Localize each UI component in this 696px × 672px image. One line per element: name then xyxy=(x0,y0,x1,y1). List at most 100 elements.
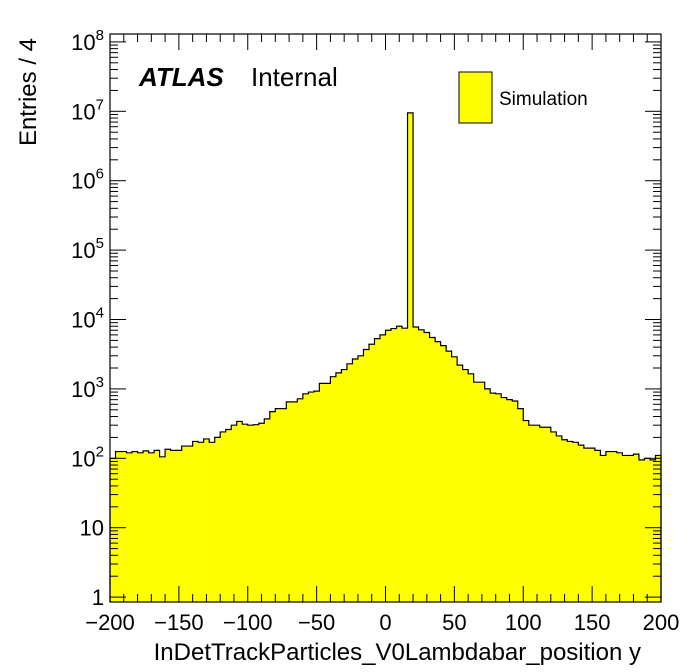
histogram-bin xyxy=(297,398,304,602)
x-tick-label: 150 xyxy=(574,610,611,635)
histogram-bin xyxy=(368,344,375,602)
histogram-bin xyxy=(346,363,353,602)
histogram-bin xyxy=(556,435,563,602)
histogram-bin xyxy=(286,401,293,602)
histogram-bin xyxy=(341,369,348,602)
histogram-bin xyxy=(605,451,612,602)
x-tick-labels: −200 −150 −100 −50 0 50 100 150 200 xyxy=(85,610,679,635)
histogram-bin xyxy=(583,448,590,602)
histogram-bin xyxy=(231,425,238,602)
histogram-bin xyxy=(627,455,634,602)
x-tick-label: −50 xyxy=(298,610,335,635)
histogram-bin xyxy=(220,431,227,602)
histogram-bin xyxy=(143,450,149,602)
histogram-bin xyxy=(451,356,458,602)
x-tick-label: −150 xyxy=(154,610,204,635)
histogram-bin xyxy=(539,427,546,602)
histogram-bin xyxy=(528,425,535,602)
histogram-bin xyxy=(170,450,177,602)
histogram-bin xyxy=(457,365,463,602)
histogram-bin xyxy=(495,393,502,602)
histogram-bin xyxy=(391,328,397,602)
histogram-bin xyxy=(269,411,276,602)
histogram-bin xyxy=(242,424,249,602)
histogram-bin xyxy=(335,372,342,602)
histogram-bin xyxy=(429,337,436,602)
histogram-bin xyxy=(440,345,447,602)
histogram-bin xyxy=(523,420,530,602)
x-tick-label: 0 xyxy=(379,610,391,635)
histogram-bin xyxy=(484,388,491,602)
histogram-bin xyxy=(649,459,656,602)
y-tick-labels: 1 10 102 103 104 105 106 107 108 xyxy=(71,27,104,610)
histogram-bin xyxy=(313,391,320,602)
histogram-bin xyxy=(258,423,265,602)
histogram-bin xyxy=(407,112,414,603)
y-tick-label: 108 xyxy=(71,27,104,55)
histogram-bin xyxy=(512,400,519,602)
histogram-bin xyxy=(280,408,287,602)
legend-entry-simulation: Simulation xyxy=(499,89,588,110)
axis-ticks xyxy=(109,34,662,602)
histogram-bin xyxy=(352,358,359,602)
histogram-bin xyxy=(501,397,508,602)
histogram-bin xyxy=(192,441,199,602)
histogram-bin xyxy=(110,458,116,602)
histogram-bin xyxy=(418,329,425,602)
histogram-bin xyxy=(490,393,496,602)
histogram-bin xyxy=(181,446,188,602)
histogram-bin xyxy=(517,408,524,602)
histogram-bin xyxy=(330,376,337,602)
histogram-bin xyxy=(655,455,662,602)
histogram-bin xyxy=(633,454,640,602)
histogram-bin xyxy=(402,328,408,602)
histogram-bin xyxy=(308,392,315,602)
y-tick-label: 10 xyxy=(80,516,104,541)
histogram-bin xyxy=(264,418,271,602)
histogram-bin xyxy=(363,349,370,602)
histogram-bin xyxy=(379,334,386,602)
histogram-bin xyxy=(121,451,127,602)
histogram-bin xyxy=(209,442,215,602)
histogram-bin xyxy=(126,452,133,602)
histogram-bars xyxy=(109,112,662,603)
histogram-bin xyxy=(319,383,326,602)
histogram-bin xyxy=(357,355,364,602)
histogram-bin xyxy=(611,451,618,602)
histogram-bin xyxy=(247,425,254,602)
x-tick-label: −100 xyxy=(223,610,273,635)
histogram-bin xyxy=(435,341,441,602)
histogram-bin xyxy=(479,382,485,602)
x-tick-label: 100 xyxy=(505,610,542,635)
histogram-bin xyxy=(253,424,260,602)
atlas-label: ATLAS xyxy=(138,62,224,92)
histogram-bin xyxy=(291,401,298,602)
histogram-bin xyxy=(176,450,182,602)
histogram-bin xyxy=(468,373,474,602)
histogram-bin xyxy=(132,451,138,602)
histogram-bin xyxy=(572,442,579,602)
histogram-bin xyxy=(594,450,601,602)
histogram-bin xyxy=(275,408,282,602)
histogram-outline xyxy=(109,112,662,602)
histogram-bin xyxy=(203,438,210,602)
histogram-bin xyxy=(385,330,392,602)
internal-label: Internal xyxy=(251,62,338,92)
histogram-bin xyxy=(622,455,629,602)
histogram-bin xyxy=(165,449,171,602)
histogram-bin xyxy=(396,326,403,602)
histogram-bin xyxy=(115,451,122,602)
y-tick-label: 1 xyxy=(92,585,104,610)
histogram-bin xyxy=(446,351,452,602)
y-tick-label: 103 xyxy=(71,374,104,402)
x-tick-label: 200 xyxy=(643,610,680,635)
histogram-bin xyxy=(550,431,557,602)
histogram-bin xyxy=(225,429,232,602)
histogram-bin xyxy=(616,452,623,602)
y-axis-title: Entries / 4 xyxy=(15,38,42,146)
histogram-bin xyxy=(198,442,204,602)
x-axis-title: InDetTrackParticles_V0Lambdabar_position… xyxy=(154,639,641,666)
histogram-bin xyxy=(589,448,596,602)
histogram-bin xyxy=(424,332,430,602)
